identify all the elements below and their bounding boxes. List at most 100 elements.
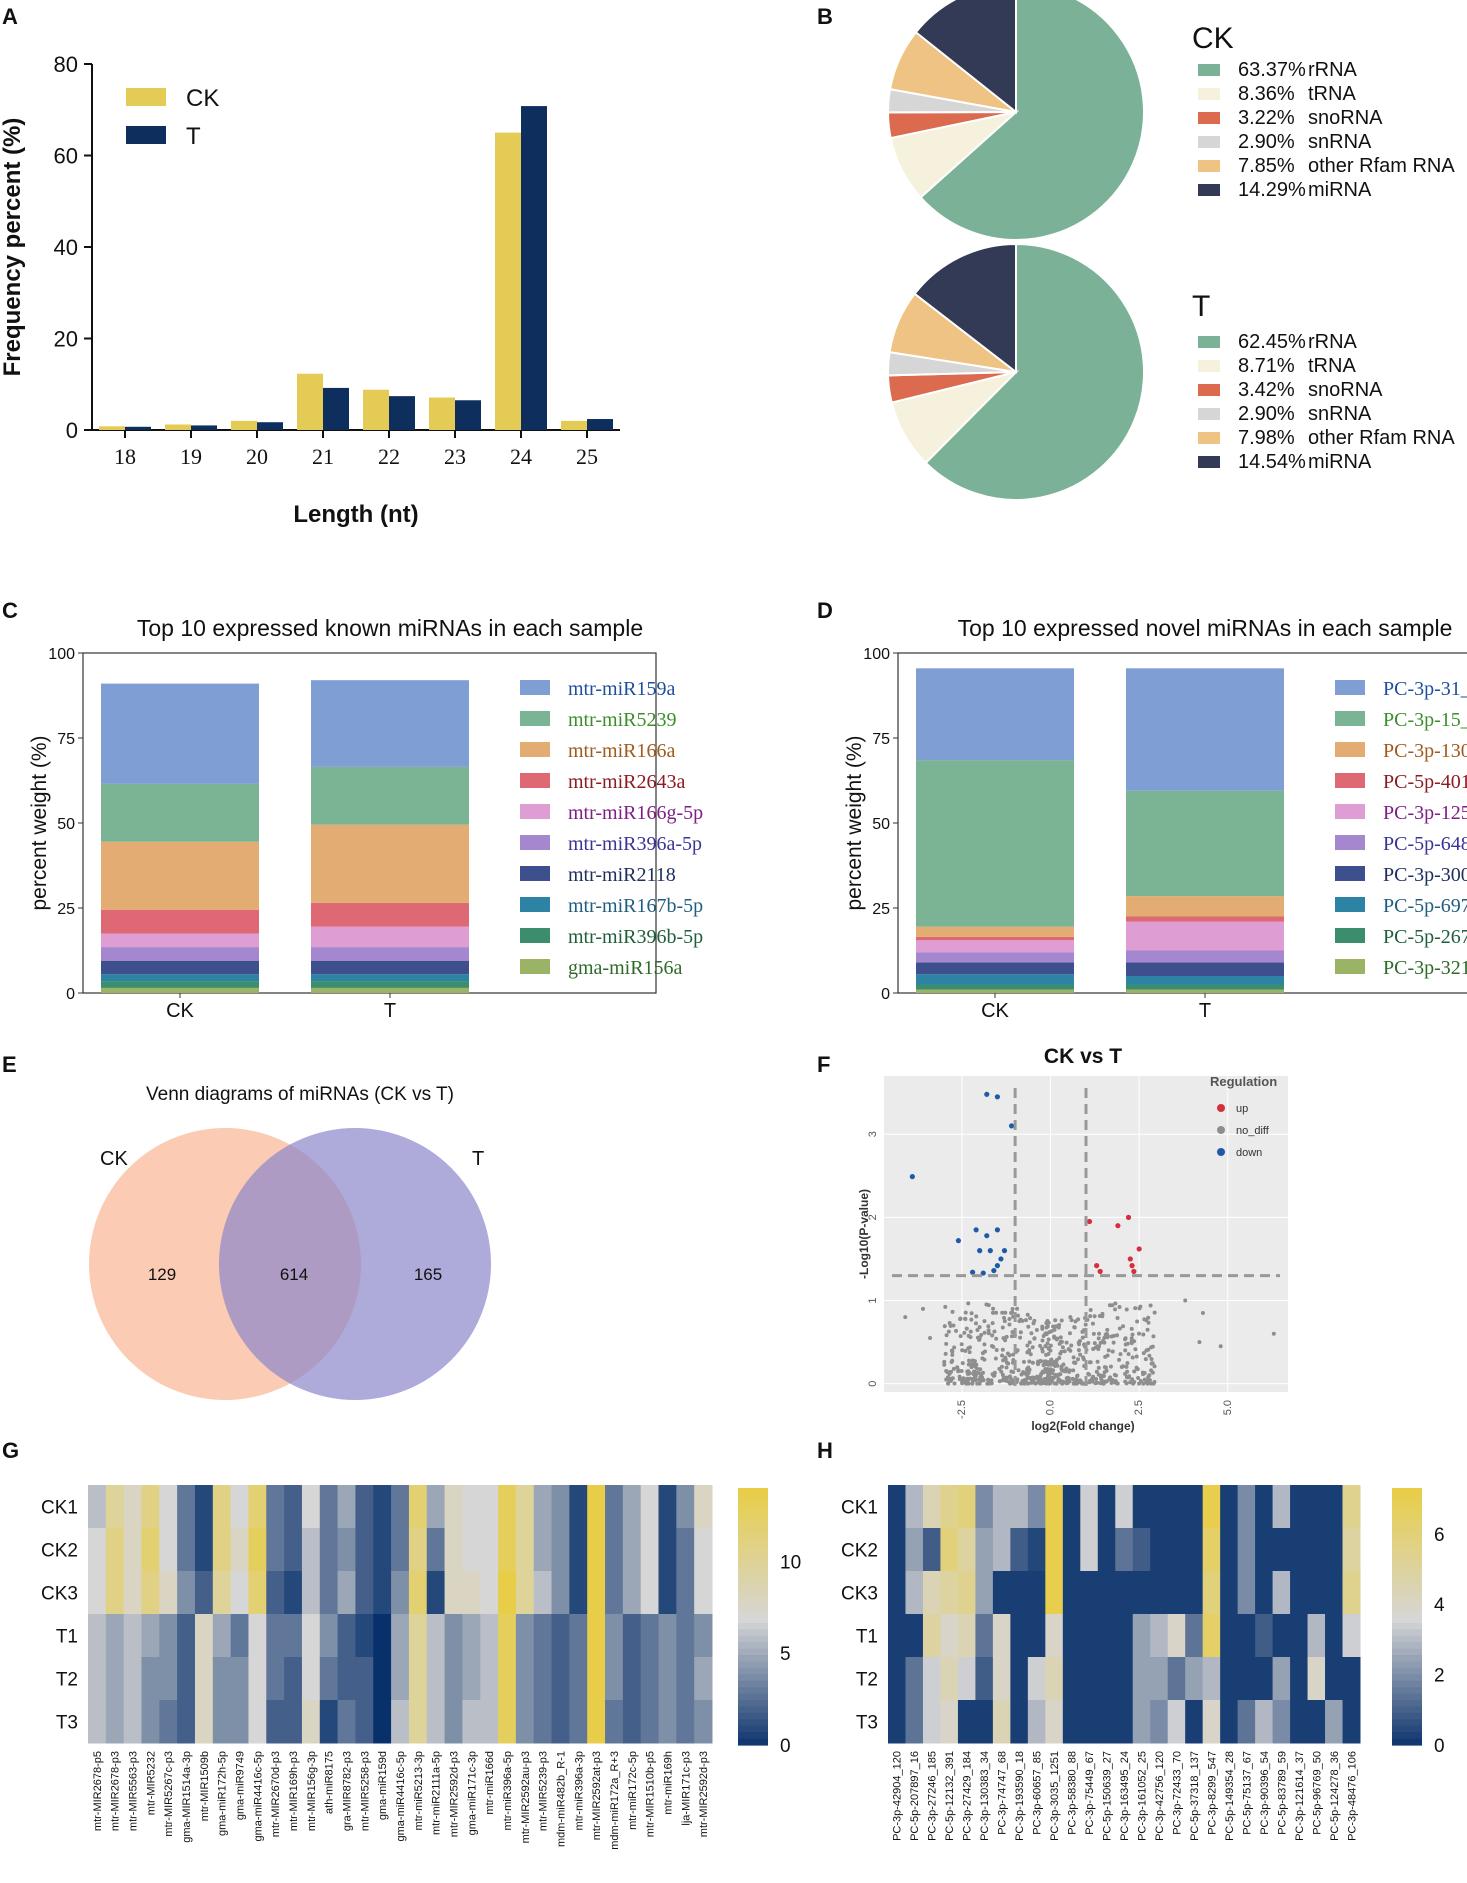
x-tick-label-a: 24 xyxy=(510,444,532,469)
heat-cell xyxy=(284,1700,303,1744)
heat-cell xyxy=(515,1657,535,1701)
heat-cell xyxy=(426,1700,446,1744)
heat-cell xyxy=(1255,1571,1274,1615)
colorbar-segment xyxy=(1392,1616,1422,1624)
venn-title: Venn diagrams of miRNAs (CK vs T) xyxy=(146,1084,454,1105)
volcano-point-down xyxy=(977,1248,983,1254)
heat-cell xyxy=(266,1485,285,1529)
heat-col-label: PC-5p-207897_16 xyxy=(909,1751,921,1841)
heat-cell xyxy=(1255,1700,1274,1744)
legend-label-c: mtr-miR167b-5p xyxy=(568,895,703,917)
y-tick-label-c: 25 xyxy=(57,901,75,918)
colorbar-segment xyxy=(738,1661,768,1669)
heat-cell xyxy=(975,1657,994,1701)
colorbar-segment xyxy=(1392,1648,1422,1656)
heat-cell xyxy=(658,1485,677,1529)
volcano-point-nodiff xyxy=(1037,1377,1042,1382)
volcano-point-nodiff xyxy=(1113,1373,1118,1378)
heat-cell xyxy=(373,1485,392,1529)
colorbar-segment xyxy=(1392,1680,1422,1688)
colorbar-segment xyxy=(738,1584,768,1592)
heat-cell xyxy=(301,1614,321,1658)
volcano-point-nodiff xyxy=(1091,1346,1096,1351)
y-axis-label-d: percent weight (%) xyxy=(843,735,866,910)
heat-cell xyxy=(694,1700,713,1744)
x-tick-label-a: 18 xyxy=(114,444,136,469)
heat-cell xyxy=(1045,1700,1064,1744)
heat-cell xyxy=(957,1657,976,1701)
bar-t-23 xyxy=(455,400,481,430)
colorbar-segment xyxy=(1392,1545,1422,1553)
volcano-point-nodiff xyxy=(1007,1322,1012,1327)
pie-legend-swatch xyxy=(1198,88,1220,100)
heat-cell xyxy=(1115,1571,1134,1615)
volcano-point-nodiff xyxy=(963,1310,968,1315)
stack-seg-PC-3p-15_121903 xyxy=(1126,790,1284,897)
volcano-point-nodiff xyxy=(1047,1380,1052,1385)
heat-cell xyxy=(444,1700,463,1744)
pie-legend-label: snRNA xyxy=(1308,403,1372,425)
x-tick-label-a: 25 xyxy=(576,444,598,469)
volcano-point-nodiff xyxy=(1036,1359,1041,1364)
heat-cell xyxy=(123,1614,142,1658)
stack-seg-PC-5p-2675_1397 xyxy=(916,984,1074,990)
x-tick-label-a: 23 xyxy=(444,444,466,469)
heat-cell xyxy=(622,1700,642,1744)
heat-cell xyxy=(1237,1571,1256,1615)
volcano-point-nodiff xyxy=(1003,1338,1008,1343)
pie-legend-label: snRNA xyxy=(1308,131,1372,153)
volcano-point-up xyxy=(1131,1268,1137,1275)
heat-cell xyxy=(922,1700,941,1744)
heat-cell xyxy=(1045,1614,1064,1658)
heat-cell xyxy=(605,1614,624,1658)
heat-cell xyxy=(1325,1700,1344,1744)
colorbar-segment xyxy=(738,1622,768,1630)
volcano-point-nodiff xyxy=(1038,1343,1043,1348)
heat-cell xyxy=(355,1571,374,1615)
stack-seg-PC-3p-31_75457 xyxy=(916,668,1074,761)
volcano-point-nodiff xyxy=(1099,1377,1104,1382)
heat-col-label: mdm-miR172a_R+3 xyxy=(609,1751,621,1850)
volcano-point-nodiff xyxy=(1102,1365,1107,1370)
colorbar-segment xyxy=(1392,1725,1422,1733)
chart-f: CK vs T -2.5 0.0 2.5 5.0 0 1 2 3 log2(Fold change… xyxy=(857,1045,1288,1433)
heat-cell xyxy=(498,1700,517,1744)
heat-cell xyxy=(444,1614,463,1658)
pie-legend-swatch xyxy=(1198,184,1220,196)
heat-cell xyxy=(515,1700,535,1744)
heat-cell xyxy=(1097,1614,1116,1658)
colorbar-segment xyxy=(738,1565,768,1573)
heat-cell xyxy=(1062,1571,1081,1615)
volcano-point-nodiff xyxy=(1019,1381,1024,1386)
heat-col-label: PC-3p-60657_85 xyxy=(1032,1751,1044,1835)
volcano-point-nodiff xyxy=(1129,1326,1134,1331)
pie-legend-label: tRNA xyxy=(1308,355,1356,377)
legend-swatch-c xyxy=(520,897,550,912)
stack-seg-mtr-miR166g-5p xyxy=(311,926,469,948)
heat-col-label: mtr-MIR156g-3p xyxy=(306,1751,318,1831)
stack-seg-mtr-miR396a-5p xyxy=(311,947,469,961)
volcano-legend-marker-no_diff xyxy=(1217,1126,1225,1134)
heat-col-label: mtr-MIR1510b-p5 xyxy=(645,1751,657,1837)
heat-cell xyxy=(605,1571,624,1615)
heat-cell xyxy=(355,1700,374,1744)
volcano-point-nodiff xyxy=(979,1378,984,1383)
pie-legend-swatch xyxy=(1198,160,1220,172)
colorbar-tick-label: 10 xyxy=(780,1552,801,1573)
heat-cell xyxy=(230,1614,249,1658)
volcano-point-nodiff xyxy=(1030,1345,1035,1350)
volcano-point-down xyxy=(984,1091,990,1097)
heat-cell xyxy=(515,1571,535,1615)
heat-cell xyxy=(1237,1614,1256,1658)
volcano-point-nodiff xyxy=(959,1369,964,1374)
stack-seg-PC-3p-130_17976 xyxy=(916,926,1074,937)
colorbar-segment xyxy=(1392,1693,1422,1701)
heat-cell xyxy=(533,1528,553,1572)
heat-cell xyxy=(622,1571,642,1615)
volcano-point-nodiff xyxy=(986,1324,991,1329)
heat-cell xyxy=(888,1657,906,1701)
volcano-point-nodiff xyxy=(1098,1340,1103,1345)
legend-label-d: PC-3p-3216_1199 xyxy=(1383,957,1467,979)
volcano-point-nodiff xyxy=(1126,1352,1131,1357)
